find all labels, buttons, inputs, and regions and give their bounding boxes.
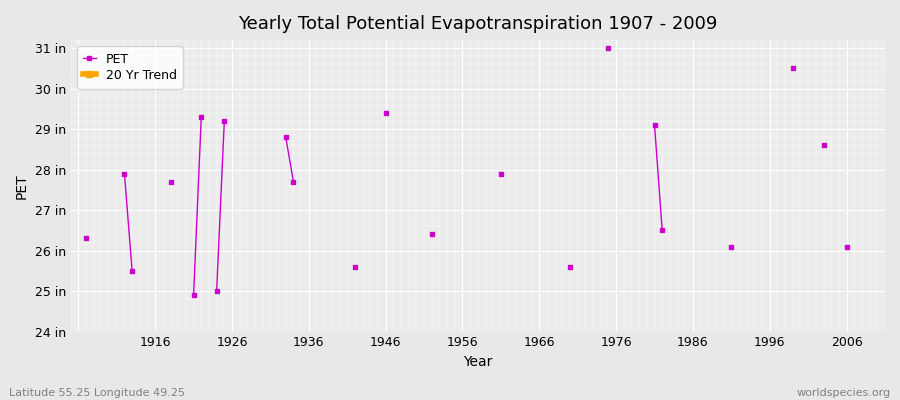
Legend: PET, 20 Yr Trend: PET, 20 Yr Trend bbox=[76, 46, 183, 89]
X-axis label: Year: Year bbox=[464, 355, 492, 369]
Text: worldspecies.org: worldspecies.org bbox=[796, 388, 891, 398]
Text: Latitude 55.25 Longitude 49.25: Latitude 55.25 Longitude 49.25 bbox=[9, 388, 185, 398]
Y-axis label: PET: PET bbox=[15, 173, 29, 199]
Title: Yearly Total Potential Evapotranspiration 1907 - 2009: Yearly Total Potential Evapotranspiratio… bbox=[238, 15, 717, 33]
